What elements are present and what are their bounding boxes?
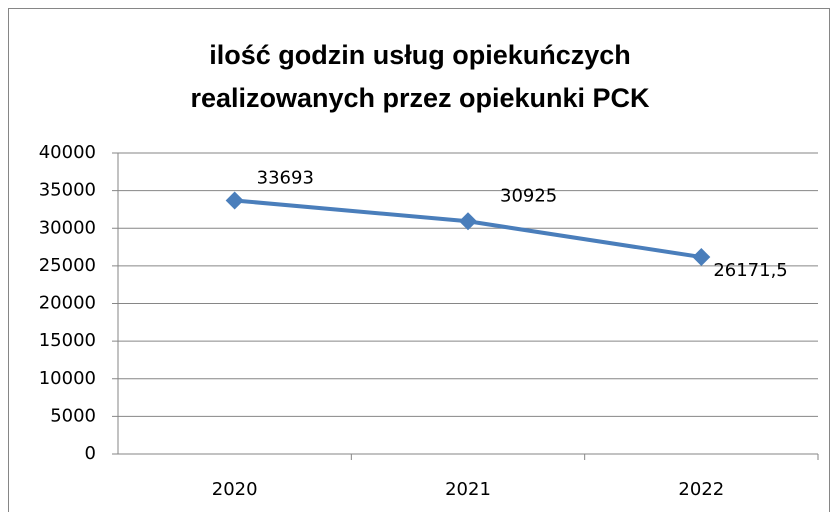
x-tick-label: 2020: [212, 479, 258, 500]
y-tick-label: 5000: [50, 405, 96, 426]
data-point: [225, 191, 244, 210]
y-tick-label: 0: [85, 443, 96, 464]
y-tick-label: 30000: [39, 217, 96, 238]
data-label: 30925: [500, 185, 557, 206]
y-tick-label: 10000: [39, 368, 96, 389]
y-tick-label: 15000: [39, 330, 96, 351]
chart-border: [8, 8, 830, 512]
data-label: 33693: [257, 167, 314, 188]
y-tick-label: 35000: [39, 180, 96, 201]
y-tick-label: 25000: [39, 255, 96, 276]
chart-title: ilość godzin usług opiekuńczych: [209, 40, 631, 70]
x-tick-label: 2022: [678, 479, 724, 500]
chart-title: realizowanych przez opiekunki PCK: [190, 83, 650, 113]
y-tick-label: 20000: [39, 293, 96, 314]
data-label: 26171,5: [713, 260, 787, 281]
y-tick-label: 40000: [39, 142, 96, 163]
data-point: [692, 248, 711, 267]
x-tick-label: 2021: [445, 479, 491, 500]
data-point: [459, 212, 477, 231]
